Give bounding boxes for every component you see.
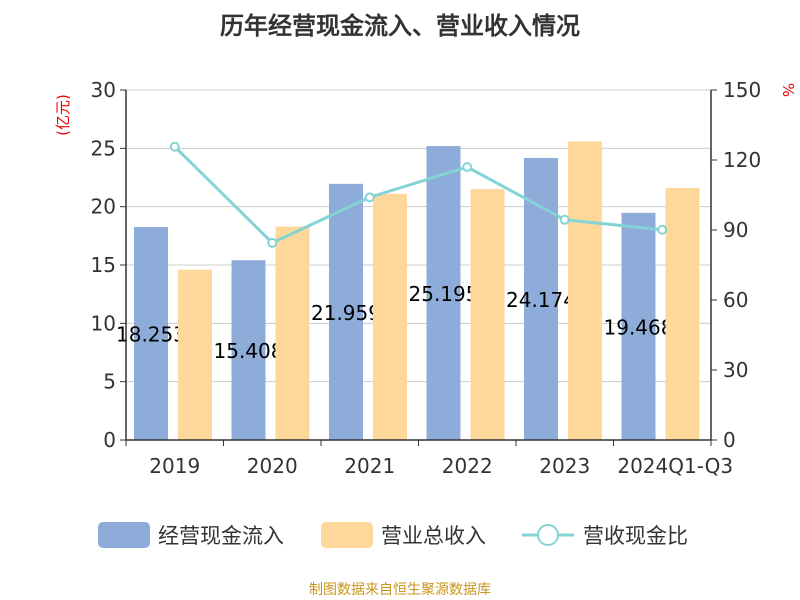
chart-svg: 0 5 10 15 20 25 30 0 30 60 90 120 150 (亿元)% 18.253 2019… bbox=[54, 78, 797, 548]
bar-revenue bbox=[178, 269, 212, 440]
legend-label: 经营现金流入 bbox=[158, 524, 284, 548]
x-tick-label: 2020 bbox=[247, 454, 298, 478]
y-right-tick-label: 30 bbox=[723, 358, 748, 382]
bar-revenue bbox=[373, 193, 407, 440]
y-right-tick-label: 120 bbox=[723, 148, 761, 172]
y-tick-label: 0 bbox=[103, 428, 116, 452]
y-right-tick-label: 0 bbox=[723, 428, 736, 452]
y-tick-label: 15 bbox=[91, 253, 116, 277]
data-label: 19.468 bbox=[604, 315, 674, 339]
data-label: 21.959 bbox=[311, 301, 381, 325]
bar-cash-inflow bbox=[426, 146, 461, 440]
chart-title: 历年经营现金流入、营业收入情况 bbox=[220, 12, 580, 40]
line-point bbox=[169, 141, 180, 152]
legend-swatch-revenue bbox=[321, 522, 373, 548]
x-tick-label: 2019 bbox=[149, 454, 200, 478]
bar-revenue bbox=[665, 188, 700, 440]
line-point bbox=[559, 214, 570, 225]
x-tick-label: 2024Q1-Q3 bbox=[617, 454, 733, 478]
bar-cash-inflow bbox=[231, 260, 266, 440]
y-right-axis-title: % bbox=[779, 83, 797, 97]
bar-cash-inflow bbox=[134, 227, 168, 440]
x-tick-label: 2023 bbox=[539, 454, 590, 478]
bar-revenue bbox=[568, 141, 602, 441]
data-label: 24.174 bbox=[506, 288, 576, 312]
y-tick-label: 5 bbox=[103, 370, 116, 394]
data-label: 25.195 bbox=[409, 282, 479, 306]
y-axis-title: (亿元) bbox=[54, 94, 72, 136]
line-point bbox=[364, 192, 375, 203]
x-tick-label: 2021 bbox=[344, 454, 395, 478]
line-ratio bbox=[173, 145, 663, 245]
y-right-tick-label: 90 bbox=[723, 218, 748, 242]
line-point bbox=[267, 237, 278, 248]
bar-revenue bbox=[470, 189, 505, 440]
y-right-tick-label: 60 bbox=[723, 288, 748, 312]
data-label: 15.408 bbox=[214, 339, 284, 363]
source-footer: 制图数据来自恒生聚源数据库 bbox=[309, 582, 491, 598]
legend-label: 营收现金比 bbox=[583, 524, 688, 548]
bar-cash-inflow bbox=[329, 183, 363, 441]
bar-cash-inflow bbox=[524, 157, 558, 440]
y-tick-label: 25 bbox=[91, 136, 116, 160]
y-right-tick-label: 150 bbox=[723, 78, 761, 102]
y-tick-label: 10 bbox=[91, 311, 116, 335]
x-tick-label: 2022 bbox=[442, 454, 493, 478]
line-point bbox=[462, 162, 473, 172]
data-label: 18.253 bbox=[116, 323, 186, 347]
y-tick-label: 20 bbox=[91, 195, 116, 219]
y-tick-label: 30 bbox=[91, 78, 116, 102]
bar-revenue bbox=[275, 226, 310, 440]
legend-swatch-ratio-marker bbox=[537, 524, 559, 546]
line-point bbox=[657, 224, 668, 235]
bar-cash-inflow bbox=[621, 212, 656, 440]
legend-swatch-cash-inflow bbox=[98, 522, 150, 548]
legend-label: 营业总收入 bbox=[381, 524, 486, 548]
